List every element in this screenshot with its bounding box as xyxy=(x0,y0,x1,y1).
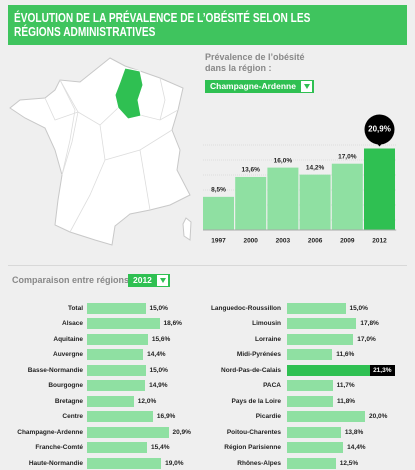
category-label: Midi-Pyrénées xyxy=(236,351,281,358)
x-tick-label: 2012 xyxy=(372,238,387,245)
bar xyxy=(87,457,162,469)
callout-bubble xyxy=(364,114,395,145)
category-label: Bretagne xyxy=(54,397,83,405)
category-label: Picardie xyxy=(255,413,281,420)
category-label: Lorraine xyxy=(254,335,281,343)
bar xyxy=(287,457,336,469)
x-tick-label: 2000 xyxy=(243,238,258,245)
bar xyxy=(287,442,344,453)
comparison-title: Comparaison entre régions : xyxy=(12,275,135,285)
category-label: Poitou-Charentes xyxy=(226,428,281,436)
bar xyxy=(287,411,365,422)
category-label: Franche-Comté xyxy=(35,444,83,451)
value-label: 11,7% xyxy=(336,382,355,389)
value-label: 18,6% xyxy=(163,320,182,327)
value-label: 20,9% xyxy=(172,428,191,436)
category-label: Bourgogne xyxy=(48,382,83,389)
bar xyxy=(287,395,334,407)
category-label: Total xyxy=(67,304,83,312)
category-label: Basse-Normandie xyxy=(27,366,83,374)
chart-subtitle: Prévalence de l’obésité dans la région : xyxy=(205,52,305,73)
value-label: 14,4% xyxy=(347,444,366,451)
bar xyxy=(87,302,146,314)
x-tick-label: 2003 xyxy=(276,238,291,245)
value-label: 17,0% xyxy=(357,335,376,343)
value-label: 14,9% xyxy=(149,382,168,389)
bar xyxy=(287,318,357,329)
bar xyxy=(287,333,354,345)
map-borders xyxy=(59,79,76,176)
value-label: 20,9% xyxy=(368,125,391,134)
bar xyxy=(87,442,148,453)
category-label: Alsace xyxy=(62,320,83,327)
category-label: Aquitaine xyxy=(53,335,83,343)
bar xyxy=(87,318,160,329)
value-label: 14,4% xyxy=(147,351,166,358)
category-label: Région Parisienne xyxy=(224,444,281,451)
category-label: Champagne-Ardenne xyxy=(17,428,83,436)
bar xyxy=(299,174,331,230)
bar xyxy=(364,148,395,230)
category-label: Haute-Normandie xyxy=(28,459,83,467)
bar xyxy=(235,176,267,230)
value-label: 17,0% xyxy=(338,153,357,160)
bar xyxy=(203,196,234,230)
category-label: Pays de la Loire xyxy=(231,397,282,405)
x-tick-label: 1997 xyxy=(211,238,226,245)
value-label: 12,5% xyxy=(339,459,359,467)
value-label: 15,0% xyxy=(149,366,168,374)
value-label: 21,3% xyxy=(370,364,395,376)
region-dropdown[interactable]: Champagne-Ardenne xyxy=(205,80,314,93)
value-label: 20,0% xyxy=(369,413,388,420)
category-label: PACA xyxy=(263,382,281,389)
bar xyxy=(287,349,333,360)
bar xyxy=(287,426,341,438)
value-label: 15,6% xyxy=(151,335,171,343)
value-label: 17,8% xyxy=(360,320,379,327)
category-label: Languedoc-Roussillon xyxy=(210,304,281,312)
value-label: 11,8% xyxy=(337,397,356,405)
x-tick-label: 2009 xyxy=(340,238,355,245)
year-dropdown[interactable]: 2012 xyxy=(128,274,170,287)
value-label: 16,9% xyxy=(156,413,176,420)
bar xyxy=(87,411,153,422)
bar xyxy=(287,380,333,391)
bar xyxy=(87,426,169,438)
value-label: 15,4% xyxy=(151,444,170,451)
value-label: 15,0% xyxy=(349,304,368,312)
bar xyxy=(287,364,371,376)
category-label: Nord-Pas-de-Calais xyxy=(221,366,281,374)
bar xyxy=(87,349,144,360)
bar xyxy=(331,163,363,230)
bar xyxy=(87,364,146,376)
value-label: 11,6% xyxy=(336,351,355,358)
x-tick-label: 2006 xyxy=(308,238,323,245)
map-corsica xyxy=(182,217,192,241)
bar xyxy=(87,333,148,345)
bar xyxy=(287,302,346,314)
value-label: 12,0% xyxy=(137,397,157,405)
bar xyxy=(87,380,146,391)
value-label: 19,0% xyxy=(165,459,184,467)
france-map xyxy=(9,57,192,246)
category-label: Rhônes-Alpes xyxy=(237,459,281,467)
map-region-highlight xyxy=(114,67,144,120)
value-label: 14,2% xyxy=(306,164,325,171)
value-label: 13,8% xyxy=(344,428,364,436)
header: ÉVOLUTION DE LA PRÉVALENCE DE L’OBÉSITÉ … xyxy=(8,5,407,45)
value-label: 16,0% xyxy=(274,157,293,164)
value-label: 8,5% xyxy=(211,187,226,194)
category-label: Limousin xyxy=(252,320,281,327)
category-label: Centre xyxy=(62,413,83,420)
category-label: Auvergne xyxy=(53,351,83,358)
value-label: 13,6% xyxy=(241,167,260,174)
bar xyxy=(267,167,299,230)
value-label: 15,0% xyxy=(149,304,168,312)
bar xyxy=(87,395,134,407)
divider xyxy=(8,265,407,266)
map-france xyxy=(9,57,191,246)
page-title: ÉVOLUTION DE LA PRÉVALENCE DE L’OBÉSITÉ … xyxy=(14,10,311,39)
